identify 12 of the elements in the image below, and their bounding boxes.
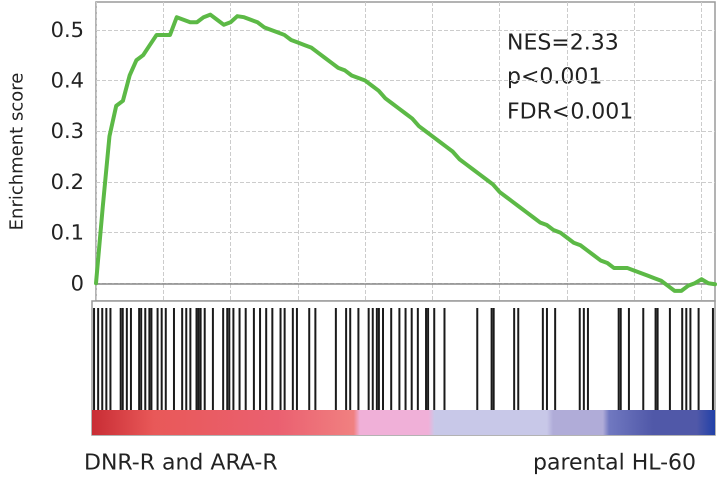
- text: DNR-R and ARA-R: [84, 450, 278, 476]
- y-axis-title: Enrichment score: [6, 72, 28, 230]
- text: parental HL-60: [533, 450, 696, 476]
- y-tick-label: 0.1: [50, 220, 84, 245]
- annotation: FDR<0.001: [507, 100, 634, 124]
- y-tick-label: 0.5: [50, 18, 84, 42]
- line-series: [94, 12, 717, 293]
- y-tick-label: 0.4: [50, 68, 84, 93]
- y-tick-label: 0.2: [50, 170, 84, 194]
- annotation: NES=2.33: [507, 30, 619, 56]
- y-tick-label: 0: [70, 271, 84, 296]
- y-tick-label: 0.3: [50, 119, 84, 144]
